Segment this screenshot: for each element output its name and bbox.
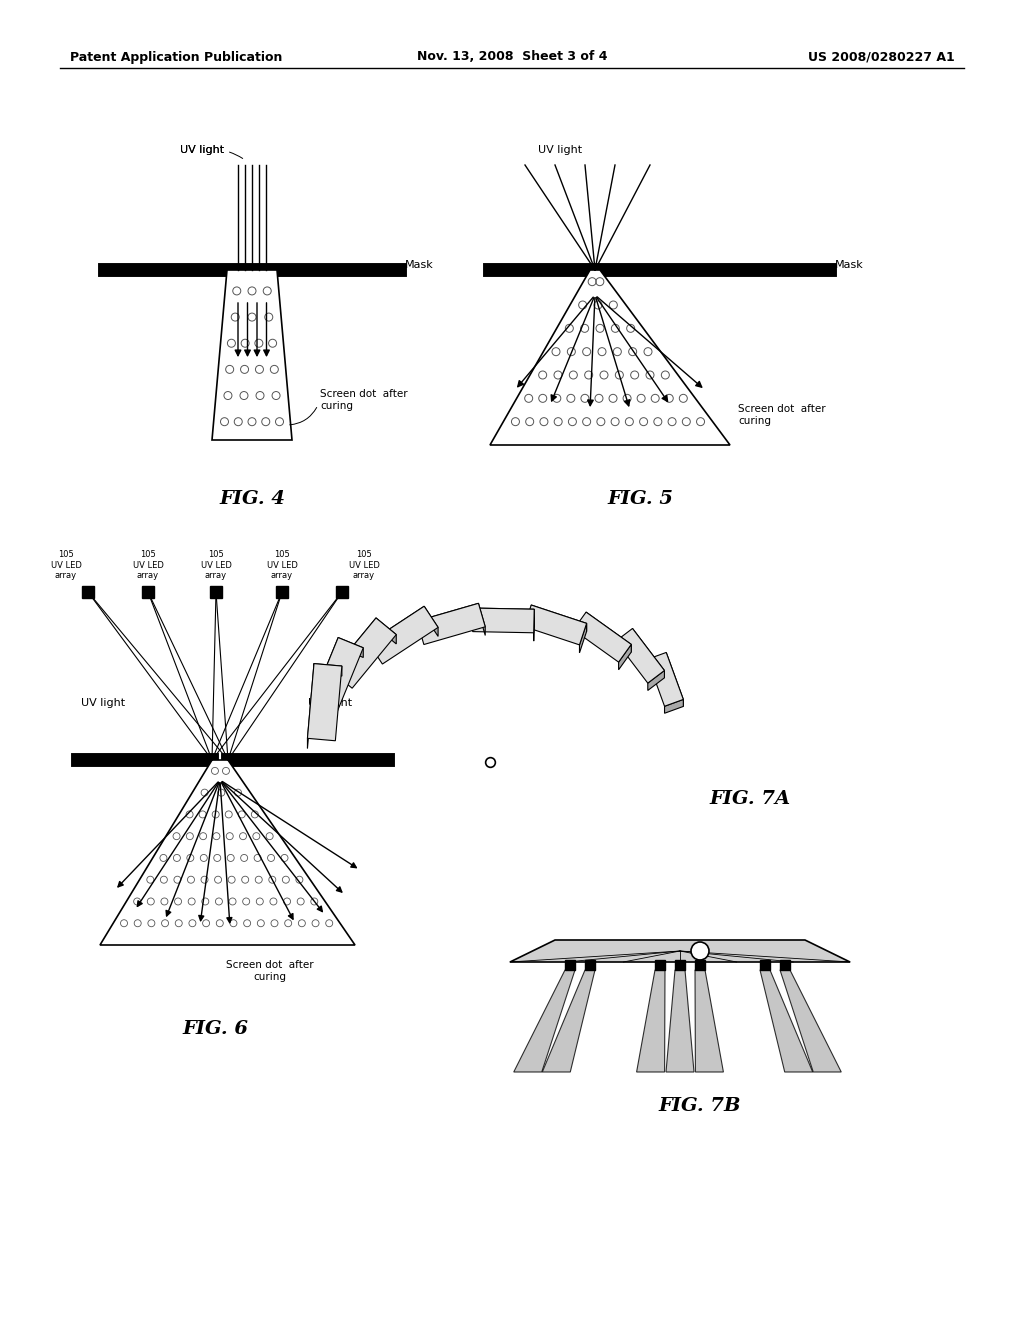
Polygon shape bbox=[473, 609, 535, 618]
Bar bbox=[276, 586, 288, 598]
Text: FIG. 4: FIG. 4 bbox=[219, 490, 285, 508]
Text: Screen dot  after
curing: Screen dot after curing bbox=[226, 960, 313, 982]
Polygon shape bbox=[514, 970, 575, 1072]
Polygon shape bbox=[633, 628, 665, 678]
Polygon shape bbox=[311, 638, 338, 714]
Text: 105
UV LED
array: 105 UV LED array bbox=[50, 550, 82, 579]
Polygon shape bbox=[376, 618, 396, 644]
Polygon shape bbox=[647, 652, 683, 706]
Bar bbox=[695, 960, 705, 970]
Text: UV light: UV light bbox=[180, 145, 224, 154]
Polygon shape bbox=[311, 638, 364, 714]
Polygon shape bbox=[369, 606, 438, 664]
Text: UV light: UV light bbox=[180, 145, 243, 158]
Polygon shape bbox=[618, 644, 631, 669]
Bar bbox=[675, 960, 685, 970]
Polygon shape bbox=[531, 605, 587, 631]
Bar bbox=[760, 960, 770, 970]
Text: 105
UV LED
array: 105 UV LED array bbox=[348, 550, 380, 579]
Text: UV light: UV light bbox=[81, 698, 125, 708]
Polygon shape bbox=[586, 612, 631, 652]
Polygon shape bbox=[212, 271, 292, 440]
Bar bbox=[655, 960, 665, 970]
Circle shape bbox=[691, 942, 709, 960]
Polygon shape bbox=[543, 970, 595, 1072]
Polygon shape bbox=[314, 664, 342, 676]
Polygon shape bbox=[665, 700, 683, 713]
Bar bbox=[585, 960, 595, 970]
Text: Screen dot  after
curing: Screen dot after curing bbox=[738, 404, 825, 426]
Polygon shape bbox=[424, 606, 438, 636]
Polygon shape bbox=[615, 628, 665, 684]
Polygon shape bbox=[666, 970, 694, 1072]
Text: 105
UV LED
array: 105 UV LED array bbox=[132, 550, 164, 579]
Text: FIG. 5: FIG. 5 bbox=[607, 490, 673, 508]
Bar bbox=[565, 960, 575, 970]
Text: Patent Application Publication: Patent Application Publication bbox=[70, 50, 283, 63]
Polygon shape bbox=[417, 603, 485, 644]
Bar bbox=[210, 586, 222, 598]
Polygon shape bbox=[637, 970, 665, 1072]
Polygon shape bbox=[524, 605, 587, 645]
Polygon shape bbox=[510, 940, 850, 962]
Polygon shape bbox=[780, 970, 842, 1072]
Bar bbox=[336, 586, 348, 598]
Polygon shape bbox=[307, 664, 342, 741]
Text: Mask: Mask bbox=[406, 260, 434, 271]
Text: Screen dot  after
curing: Screen dot after curing bbox=[319, 389, 408, 411]
Polygon shape bbox=[760, 970, 813, 1072]
Text: Mask: Mask bbox=[835, 260, 864, 271]
Bar bbox=[780, 960, 790, 970]
Polygon shape bbox=[100, 760, 355, 945]
Polygon shape bbox=[580, 623, 587, 653]
Polygon shape bbox=[473, 609, 535, 632]
Text: Nov. 13, 2008  Sheet 3 of 4: Nov. 13, 2008 Sheet 3 of 4 bbox=[417, 50, 607, 63]
Text: UV light: UV light bbox=[538, 145, 582, 154]
Polygon shape bbox=[648, 671, 665, 690]
Polygon shape bbox=[667, 652, 683, 706]
Polygon shape bbox=[307, 664, 314, 748]
Text: UV light: UV light bbox=[308, 698, 352, 708]
Text: FIG. 7B: FIG. 7B bbox=[658, 1097, 741, 1115]
Text: 105
UV LED
array: 105 UV LED array bbox=[266, 550, 297, 579]
Polygon shape bbox=[332, 618, 396, 688]
Text: US 2008/0280227 A1: US 2008/0280227 A1 bbox=[808, 50, 955, 63]
Polygon shape bbox=[332, 618, 376, 681]
Bar bbox=[82, 586, 94, 598]
Polygon shape bbox=[573, 612, 631, 663]
Bar bbox=[142, 586, 154, 598]
Polygon shape bbox=[695, 970, 723, 1072]
Polygon shape bbox=[490, 271, 730, 445]
Text: FIG. 7A: FIG. 7A bbox=[710, 789, 791, 808]
Polygon shape bbox=[417, 603, 478, 630]
Text: FIG. 6: FIG. 6 bbox=[182, 1020, 248, 1038]
Text: 105
UV LED
array: 105 UV LED array bbox=[201, 550, 231, 579]
Polygon shape bbox=[369, 606, 424, 652]
Polygon shape bbox=[338, 638, 364, 657]
Polygon shape bbox=[478, 603, 485, 635]
